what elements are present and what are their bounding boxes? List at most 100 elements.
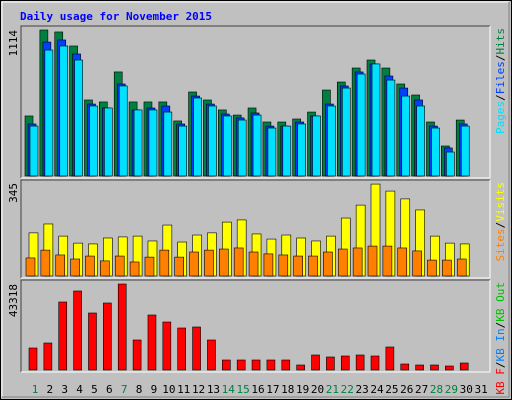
bar: [308, 255, 318, 277]
bar: [266, 359, 276, 371]
bar: [311, 354, 320, 371]
panel: [21, 280, 490, 372]
bar: [73, 290, 82, 371]
bar: [385, 346, 395, 371]
bar: [163, 111, 173, 177]
x-tick-label: 3: [61, 383, 68, 396]
legend: Sites/Visits: [494, 182, 507, 262]
bar: [293, 255, 303, 277]
bar: [442, 259, 452, 277]
x-tick-label: 24: [370, 383, 384, 396]
bar: [401, 95, 411, 177]
bar: [355, 354, 365, 371]
legend-separator: /: [494, 94, 507, 101]
legend: Pages/Files/Hits: [494, 28, 507, 134]
x-tick-label: 9: [151, 383, 158, 396]
x-tick-label: 21: [326, 383, 339, 396]
bar: [233, 247, 244, 277]
bar: [117, 283, 127, 371]
bar: [207, 339, 216, 371]
legend-entry: Pages: [494, 101, 507, 134]
bar: [133, 109, 143, 177]
bar: [278, 254, 289, 277]
bar: [219, 248, 229, 277]
bar: [43, 342, 53, 371]
bar: [282, 125, 292, 177]
bar: [460, 125, 470, 177]
bar: [193, 97, 202, 177]
bar: [248, 251, 259, 277]
bar: [129, 261, 140, 277]
legend-entry: KB In: [494, 328, 507, 361]
bar: [430, 364, 439, 371]
x-tick-label: 27: [415, 383, 428, 396]
y-max-label: 345: [7, 183, 20, 203]
x-tick-label: 28: [430, 383, 443, 396]
bar: [459, 362, 469, 371]
x-tick-label: 12: [192, 383, 205, 396]
x-tick-label: 20: [311, 383, 324, 396]
bar: [252, 114, 262, 177]
bar: [263, 253, 274, 277]
bar: [341, 87, 351, 177]
bar: [400, 363, 410, 371]
y-max-label: 43318: [7, 284, 20, 317]
x-tick-label: 7: [121, 383, 128, 396]
bar: [178, 125, 187, 177]
bar: [44, 49, 54, 177]
bar: [367, 245, 378, 277]
bar: [236, 359, 246, 371]
bar: [70, 258, 80, 277]
chart-title: Daily usage for November 2015: [20, 10, 212, 23]
bar: [267, 127, 277, 177]
bar: [89, 105, 98, 177]
legend-separator: /: [494, 55, 507, 62]
bar: [222, 359, 231, 371]
bar: [103, 302, 112, 371]
panel-edge-light: [21, 26, 491, 179]
x-tick-label: 13: [207, 383, 220, 396]
bar: [370, 355, 380, 371]
x-tick-label: 5: [91, 383, 98, 396]
bar: [371, 63, 381, 177]
bar: [352, 247, 363, 277]
x-tick-label: 19: [296, 383, 309, 396]
bar: [162, 321, 172, 371]
bar: [445, 365, 454, 371]
bar: [312, 115, 321, 177]
bar: [118, 85, 128, 177]
bar: [415, 364, 424, 371]
bar: [177, 327, 186, 371]
bar: [208, 105, 217, 177]
bar: [55, 254, 66, 277]
bar: [74, 59, 83, 177]
bar: [281, 359, 291, 371]
panel-edge-dark: [20, 25, 490, 178]
bar: [25, 257, 36, 277]
panel-edge-dark: [20, 179, 490, 278]
x-tick-label: 11: [177, 383, 190, 396]
legend-separator: /: [494, 222, 507, 229]
bar: [323, 251, 333, 277]
bar: [100, 260, 110, 277]
legend-separator: /: [494, 362, 507, 369]
legend-entry: Sites: [494, 228, 507, 261]
bar: [104, 107, 113, 177]
bar: [356, 73, 366, 177]
bar: [28, 347, 38, 371]
bar: [386, 79, 396, 177]
bar: [456, 258, 467, 277]
bar: [147, 314, 157, 371]
x-tick-label: 8: [136, 383, 143, 396]
legend-entry: Hits: [494, 28, 507, 55]
x-tick-label: 6: [106, 383, 113, 396]
x-tick-label: 17: [266, 383, 279, 396]
bar: [382, 245, 393, 277]
x-tick-label: 14: [222, 383, 236, 396]
bar: [223, 115, 232, 177]
legend-entry: Files: [494, 61, 507, 94]
panel-edge-dark: [20, 279, 490, 372]
legend: KB F/KB In/KB Out: [494, 282, 507, 395]
